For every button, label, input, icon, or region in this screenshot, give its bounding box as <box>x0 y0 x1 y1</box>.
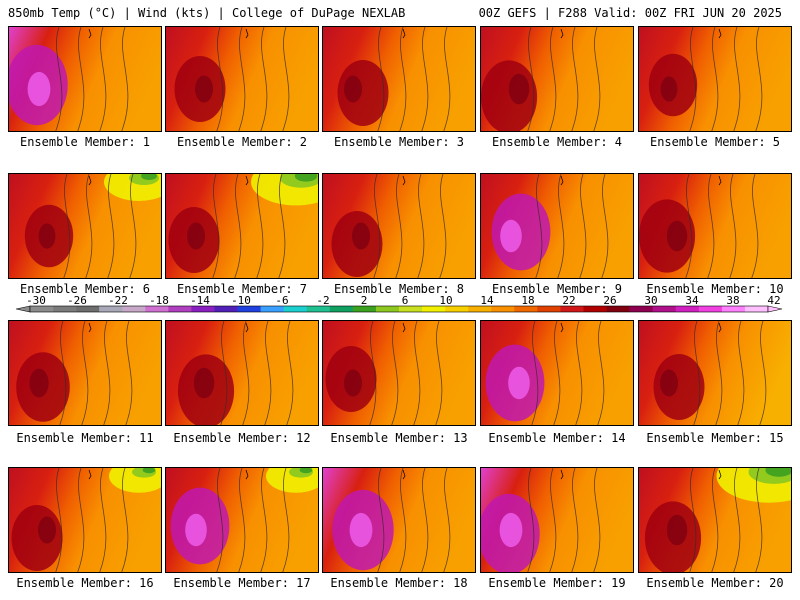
member-map-19 <box>480 467 634 573</box>
member-map-16 <box>8 467 162 573</box>
colorbar-segment <box>491 306 515 312</box>
member-map-9 <box>480 173 634 279</box>
colorbar-tick-label: 2 <box>361 296 368 307</box>
colorbar-segment <box>237 306 261 312</box>
colorbar-segment <box>30 306 54 312</box>
member-map-18 <box>322 467 476 573</box>
member-caption-4: Ensemble Member: 4 <box>491 135 623 149</box>
member-caption-8: Ensemble Member: 8 <box>333 282 465 296</box>
member-caption-10: Ensemble Member: 10 <box>646 282 784 296</box>
member-map-14 <box>480 320 634 426</box>
member-map-5 <box>638 26 792 132</box>
colorbar-segment <box>606 306 630 312</box>
member-caption-20: Ensemble Member: 20 <box>646 576 784 590</box>
colorbar-segment <box>560 306 584 312</box>
heat-core <box>481 60 538 131</box>
colorbar-segment <box>675 306 700 312</box>
colorbar-segment <box>698 306 723 312</box>
colorbar-tick-label: 6 <box>402 296 409 307</box>
member-map-13 <box>322 320 476 426</box>
colorbar-segment <box>514 306 538 312</box>
member-caption-18: Ensemble Member: 18 <box>330 576 468 590</box>
colorbar-tick-label: -10 <box>231 296 251 307</box>
colorbar-segment <box>145 306 169 312</box>
colorbar-segment <box>744 306 769 312</box>
member-caption-2: Ensemble Member: 2 <box>176 135 308 149</box>
colorbar-tick-label: 34 <box>685 296 699 307</box>
member-caption-15: Ensemble Member: 15 <box>646 431 784 445</box>
member-map-2 <box>165 26 319 132</box>
colorbar-segment <box>191 306 215 312</box>
member-caption-12: Ensemble Member: 12 <box>173 431 311 445</box>
colorbar-segment <box>445 306 469 312</box>
member-map-1 <box>8 26 162 132</box>
colorbar-segment <box>399 306 423 312</box>
colorbar-tick-label: 14 <box>480 296 494 307</box>
colorbar-segment <box>375 306 400 312</box>
colorbar-segment <box>53 306 77 312</box>
member-map-12 <box>165 320 319 426</box>
member-map-10 <box>638 173 792 279</box>
member-map-11 <box>8 320 162 426</box>
member-caption-16: Ensemble Member: 16 <box>16 576 154 590</box>
colorbar-tick-label: 38 <box>726 296 739 307</box>
product-title: 850mb Temp (°C) | Wind (kts) | College o… <box>8 6 406 20</box>
colorbar-tick-label: 10 <box>439 296 452 307</box>
member-caption-6: Ensemble Member: 6 <box>19 282 151 296</box>
member-map-7 <box>165 173 319 279</box>
member-caption-1: Ensemble Member: 1 <box>19 135 151 149</box>
colorbar-segment <box>260 306 284 312</box>
colorbar-tick-label: 26 <box>603 296 616 307</box>
member-caption-11: Ensemble Member: 11 <box>16 431 154 445</box>
colorbar-segment <box>122 306 146 312</box>
colorbar-segment <box>99 306 123 312</box>
colorbar-segment <box>721 306 746 312</box>
member-map-3 <box>322 26 476 132</box>
member-map-15 <box>638 320 792 426</box>
colorbar-tick-label: 42 <box>767 296 780 307</box>
member-caption-3: Ensemble Member: 3 <box>333 135 465 149</box>
colorbar-tick-label: -2 <box>316 296 329 307</box>
colorbar-segment <box>283 306 308 312</box>
member-caption-9: Ensemble Member: 9 <box>491 282 623 296</box>
temperature-colorbar: -30 -26 -22 -18 -14 -10 -6 -2 2 6 10 14 18 22 26 30 34 38… <box>15 296 783 313</box>
member-caption-17: Ensemble Member: 17 <box>173 576 311 590</box>
colorbar-segment <box>652 306 677 312</box>
member-caption-7: Ensemble Member: 7 <box>176 282 308 296</box>
colorbar-segment <box>537 306 561 312</box>
colorbar-segment <box>168 306 192 312</box>
colorbar-segment <box>306 306 331 312</box>
colorbar-segment <box>468 306 492 312</box>
colorbar-segment <box>214 306 238 312</box>
colorbar-segment <box>583 306 607 312</box>
colorbar-tick-label: -30 <box>26 296 46 307</box>
colorbar-segment <box>329 306 354 312</box>
run-valid-time: 00Z GEFS | F288 Valid: 00Z FRI JUN 20 20… <box>478 6 782 20</box>
member-map-6 <box>8 173 162 279</box>
colorbar-tick-label: -14 <box>190 296 210 307</box>
member-map-20 <box>638 467 792 573</box>
member-map-8 <box>322 173 476 279</box>
member-caption-5: Ensemble Member: 5 <box>649 135 781 149</box>
member-caption-13: Ensemble Member: 13 <box>330 431 468 445</box>
colorbar-tick-label: -18 <box>149 296 169 307</box>
colorbar-tick-label: 22 <box>562 296 575 307</box>
member-caption-14: Ensemble Member: 14 <box>488 431 626 445</box>
colorbar-tick-label: 30 <box>644 296 657 307</box>
colorbar-arrow-right <box>767 305 783 313</box>
colorbar-segment <box>352 306 377 312</box>
colorbar-tick-label: 18 <box>521 296 534 307</box>
colorbar-tick-label: -6 <box>275 296 288 307</box>
colorbar-segment <box>76 306 100 312</box>
colorbar-segment <box>422 306 446 312</box>
member-caption-19: Ensemble Member: 19 <box>488 576 626 590</box>
colorbar-segment <box>629 306 653 312</box>
heat-core <box>11 505 63 571</box>
member-map-17 <box>165 467 319 573</box>
colorbar-tick-label: -22 <box>108 296 128 307</box>
member-map-4 <box>480 26 634 132</box>
colorbar-tick-label: -26 <box>67 296 87 307</box>
